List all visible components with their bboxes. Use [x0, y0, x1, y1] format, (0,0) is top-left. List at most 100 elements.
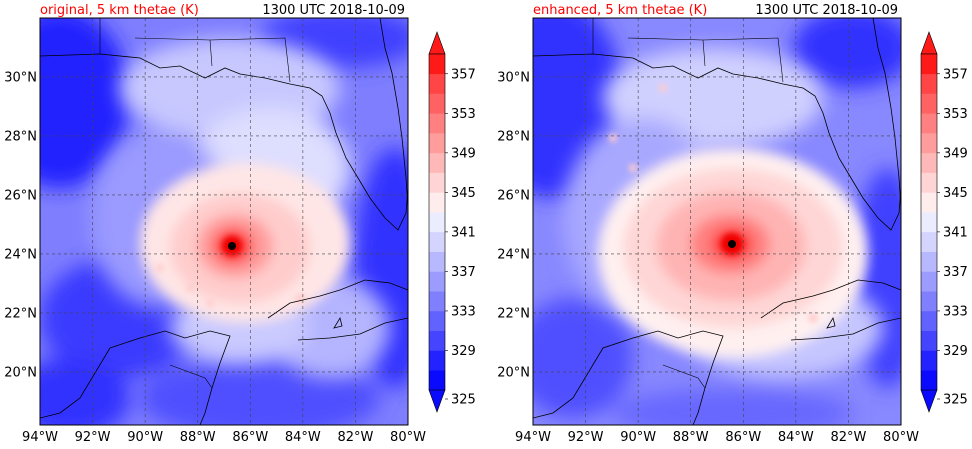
colorbar-tick-label: 345 [943, 186, 968, 201]
graticule [40, 18, 408, 425]
lon-tick-label: 84°W [778, 430, 814, 445]
colorbar-tick-label: 329 [943, 344, 968, 359]
panel-title: original, 5 km thetae (K) [40, 3, 199, 18]
colorbar-tick-label: 345 [451, 186, 476, 201]
colorbar-segment [921, 152, 937, 173]
lat-tick-label: 22°N [4, 306, 37, 321]
colorbar-segment [921, 231, 937, 252]
colorbar-segment [429, 271, 445, 292]
lat-tick-label: 30°N [497, 70, 530, 85]
colorbar-segment [921, 330, 937, 351]
colorbar-segment [921, 212, 937, 233]
colorbar-tick-label: 333 [451, 304, 476, 319]
colorbar-segment [921, 172, 937, 193]
colorbar-segment [429, 212, 445, 233]
colorbar-segment [921, 251, 937, 272]
colorbar-segment [429, 350, 445, 371]
colorbar-segment [921, 93, 937, 114]
colorbar-tick-label: 357 [451, 67, 476, 82]
colorbar-segment [921, 133, 937, 154]
colorbar-segment [429, 93, 445, 114]
colorbar-segment [429, 231, 445, 252]
colorbar-tick-label: 353 [451, 107, 476, 122]
colorbar-tick-label: 333 [943, 304, 968, 319]
colorbar-tick-label: 341 [451, 225, 476, 240]
lon-tick-label: 94°W [515, 430, 551, 445]
colorbar-tick-label: 337 [451, 265, 476, 280]
colorbar-segment [429, 172, 445, 193]
panel-title: enhanced, 5 km thetae (K) [533, 3, 707, 18]
colorbar-extend-high [920, 31, 938, 55]
colorbar-segment [429, 133, 445, 154]
colorbar-segment [429, 54, 445, 75]
lon-tick-label: 82°W [337, 430, 373, 445]
colorbar-segment [429, 152, 445, 173]
map-panel-enhanced: enhanced, 5 km thetae (K) 1300 UTC 2018-… [497, 3, 919, 445]
graticule [533, 18, 901, 425]
colorbar-enhanced: 325 329 333 337 341 345 349 353 357 [920, 31, 968, 413]
lat-tick-label: 26°N [497, 188, 530, 203]
lon-tick-label: 80°W [883, 430, 919, 445]
lon-tick-label: 94°W [22, 430, 58, 445]
lon-tick-label: 80°W [390, 430, 426, 445]
lon-tick-label: 90°W [620, 430, 656, 445]
thetae-field [533, 18, 901, 425]
colorbar-tick-label: 329 [451, 344, 476, 359]
latitude-tick-labels: 20°N 22°N 24°N 26°N 28°N 30°N [4, 70, 37, 380]
lon-tick-label: 90°W [127, 430, 163, 445]
colorbar-tick-label: 349 [451, 146, 476, 161]
colorbar-segment [921, 192, 937, 213]
lat-tick-label: 28°N [4, 129, 37, 144]
colorbar-segment [429, 291, 445, 312]
lon-tick-label: 82°W [830, 430, 866, 445]
lon-tick-label: 86°W [725, 430, 761, 445]
colorbar-outline [428, 53, 446, 391]
panel-timestamp: 1300 UTC 2018-10-09 [755, 3, 898, 18]
colorbar-segment [429, 73, 445, 94]
colorbar-segment [921, 271, 937, 292]
colorbar-segment [921, 54, 937, 75]
lat-tick-label: 26°N [4, 188, 37, 203]
lat-tick-label: 20°N [4, 365, 37, 380]
map-panel-original: original, 5 km thetae (K) 1300 UTC 2018-… [4, 3, 426, 445]
lon-tick-label: 84°W [285, 430, 321, 445]
colorbar-tick-label: 325 [943, 393, 968, 408]
lat-tick-label: 24°N [4, 247, 37, 262]
longitude-tick-labels: 94°W 92°W 90°W 88°W 86°W 84°W 82°W 80°W [22, 430, 426, 445]
panel-timestamp: 1300 UTC 2018-10-09 [262, 3, 405, 18]
colorbar-original: 325 329 333 337 341 345 349 353 357 [428, 31, 476, 413]
lat-tick-label: 28°N [497, 129, 530, 144]
colorbar-segment [921, 350, 937, 371]
lat-tick-label: 24°N [497, 247, 530, 262]
colorbar-segment [921, 113, 937, 134]
lon-tick-label: 86°W [232, 430, 268, 445]
lon-tick-label: 92°W [75, 430, 111, 445]
colorbar-tick-label: 341 [943, 225, 968, 240]
colorbar-tick-label: 357 [943, 67, 968, 82]
colorbar-outline [920, 53, 938, 391]
colorbar-segment [429, 330, 445, 351]
colorbar-extend-low [920, 389, 938, 413]
colorbar-segment [921, 310, 937, 332]
colorbar-segment [429, 251, 445, 272]
colorbar-tick-label: 349 [943, 146, 968, 161]
colorbar-tick-label: 325 [451, 393, 476, 408]
lon-tick-label: 88°W [180, 430, 216, 445]
map-frame [532, 17, 902, 426]
map-frame [39, 17, 409, 426]
colorbar-segment [921, 370, 937, 391]
colorbar-segment [429, 310, 445, 332]
colorbar-segment [921, 73, 937, 94]
colorbar-extend-high [428, 31, 446, 55]
thetae-field [40, 18, 408, 425]
longitude-tick-labels: 94°W 92°W 90°W 88°W 86°W 84°W 82°W 80°W [515, 430, 919, 445]
colorbar-tick-label: 353 [943, 107, 968, 122]
lat-tick-label: 22°N [497, 306, 530, 321]
colorbar-extend-low [428, 389, 446, 413]
colorbar-tick-label: 337 [943, 265, 968, 280]
lat-tick-label: 20°N [497, 365, 530, 380]
lon-tick-label: 92°W [568, 430, 604, 445]
latitude-tick-labels: 20°N 22°N 24°N 26°N 28°N 30°N [497, 70, 530, 380]
lat-tick-label: 30°N [4, 70, 37, 85]
